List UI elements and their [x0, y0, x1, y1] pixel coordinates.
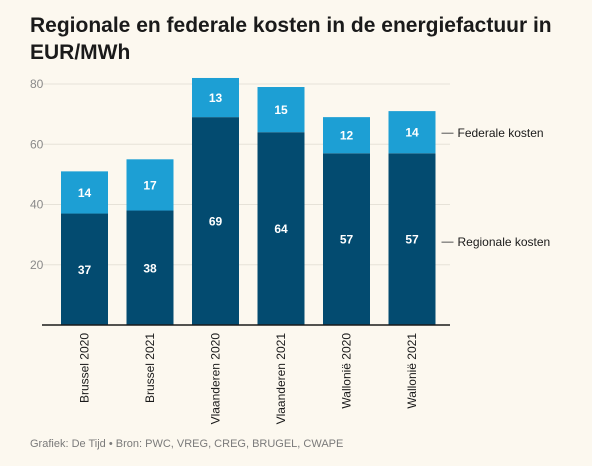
data-label: 13 [209, 91, 223, 105]
bar-segment [126, 159, 174, 211]
data-label: 37 [78, 263, 92, 277]
data-label: 57 [340, 233, 354, 247]
bar-segment [323, 153, 370, 325]
data-label: 38 [143, 261, 157, 275]
legend: Federale kosten Regionale kosten [441, 126, 551, 249]
x-tick-label: Brussel 2021 [143, 333, 157, 403]
bar-segment [61, 171, 108, 214]
gridlines [42, 83, 450, 266]
data-label: 17 [143, 178, 157, 192]
data-label: 57 [405, 233, 419, 247]
data-label: 14 [405, 126, 419, 140]
x-tick-label: Wallonië 2021 [405, 333, 419, 409]
y-tick-label: 80 [30, 77, 44, 91]
x-tick-label: Vlaanderen 2021 [274, 333, 288, 425]
bar-segment [192, 117, 239, 325]
data-label: 12 [340, 129, 354, 143]
y-tick-label: 20 [30, 258, 44, 272]
legend-label: Regionale kosten [458, 235, 551, 249]
data-label: 64 [274, 222, 288, 236]
x-tick-label: Brussel 2020 [78, 333, 92, 403]
legend-label: Federale kosten [458, 126, 544, 140]
y-tick-label: 60 [30, 137, 44, 151]
data-label: 15 [274, 103, 288, 117]
bar-segment [257, 87, 305, 133]
stacked-bar-chart: 20 40 60 80 37 14 38 17 69 13 64 15 57 12 57 14 Brusse… [30, 77, 551, 425]
x-axis-labels: Brussel 2020 Brussel 2021 Vlaanderen 2020 V… [78, 333, 420, 425]
chart-title: Regionale en federale kosten in de energ… [30, 14, 552, 64]
bar-segment [126, 210, 174, 325]
bars: 37 14 38 17 69 13 64 15 57 12 57 14 [61, 77, 436, 325]
x-tick-label: Wallonië 2020 [340, 333, 354, 409]
source-note: Grafiek: De Tijd • Bron: PWC, VREG, CREG… [30, 438, 344, 450]
x-tick-label: Vlaanderen 2020 [209, 333, 223, 425]
bar-segment [388, 153, 436, 325]
bar-segment [257, 132, 305, 325]
bar-segment [323, 117, 370, 154]
bar-segment [61, 213, 108, 325]
data-label: 69 [209, 215, 223, 229]
y-axis-ticks: 20 40 60 80 [30, 77, 44, 272]
y-tick-label: 40 [30, 198, 44, 212]
bar-segment [192, 77, 239, 118]
data-label: 14 [78, 186, 92, 200]
bar-segment [388, 111, 436, 154]
